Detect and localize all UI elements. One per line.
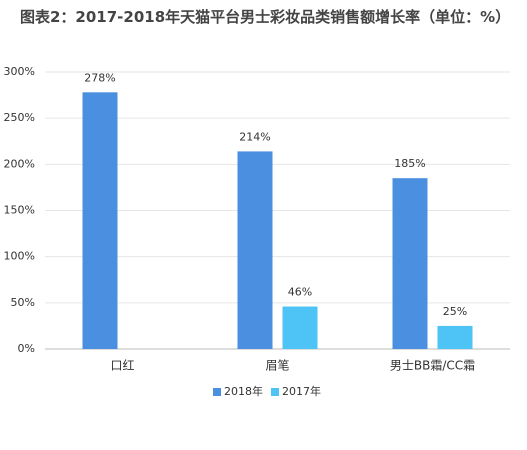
y-tick-label: 250% (4, 111, 35, 124)
x-tick-label: 口红 (110, 358, 134, 373)
legend-label: 2017年 (282, 384, 321, 398)
y-tick-label: 150% (4, 204, 35, 217)
y-tick-label: 300% (4, 65, 35, 78)
x-tick-label: 眉笔 (265, 358, 289, 373)
value-label: 185% (394, 157, 425, 170)
legend-label: 2018年 (224, 384, 263, 398)
bar (282, 306, 318, 349)
y-tick-label: 200% (4, 157, 35, 170)
value-label: 214% (239, 130, 270, 143)
value-label: 278% (84, 71, 115, 84)
value-label: 25% (443, 305, 467, 318)
value-label: 46% (288, 286, 312, 299)
legend-swatch (271, 388, 279, 396)
y-tick-label: 0% (18, 342, 35, 355)
bar (237, 151, 273, 349)
x-tick-label: 男士BB霜/CC霜 (390, 359, 475, 373)
y-tick-label: 100% (4, 250, 35, 263)
bar (437, 325, 473, 349)
y-tick-label: 50% (11, 296, 35, 309)
legend-swatch (213, 388, 221, 396)
bar (392, 178, 428, 349)
chart-title: 图表2：2017-2018年天猫平台男士彩妆品类销售额增长率（单位：%） (20, 8, 511, 26)
bar (82, 92, 118, 350)
